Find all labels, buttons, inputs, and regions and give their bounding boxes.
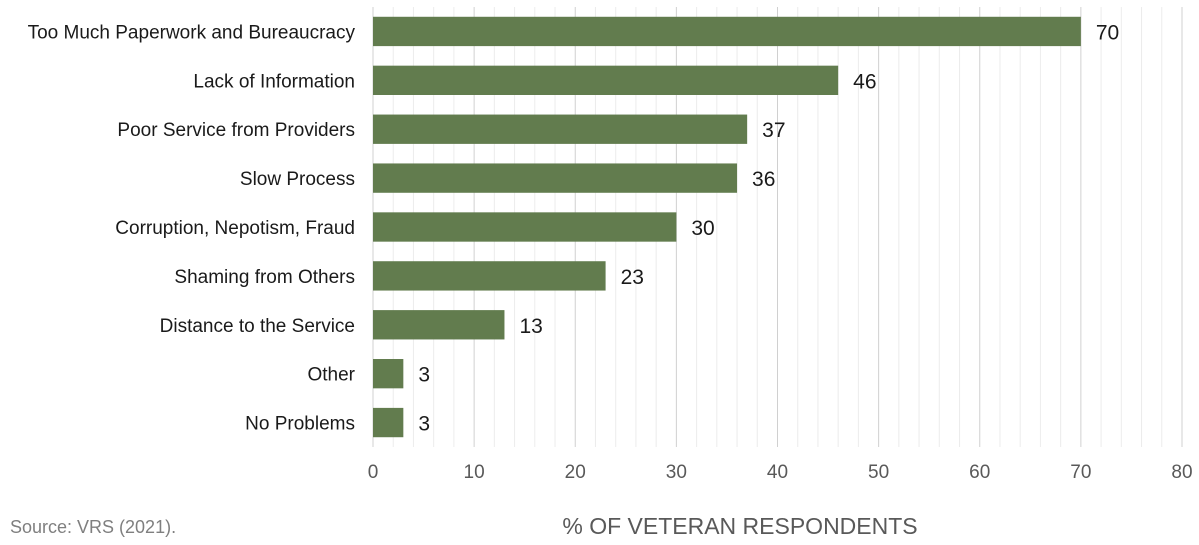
bar	[373, 65, 839, 95]
x-tick-label: 20	[565, 462, 586, 483]
x-axis-title: % OF VETERAN RESPONDENTS	[562, 513, 917, 539]
bar	[373, 359, 404, 389]
x-tick-label: 60	[969, 462, 990, 483]
data-label: 23	[621, 266, 644, 289]
source-note: Source: VRS (2021).	[10, 517, 176, 537]
bar	[373, 407, 404, 438]
data-labels: 70 46 37 36 30 23 13 3 3	[418, 21, 1119, 435]
bar	[373, 16, 1081, 47]
bar	[373, 212, 677, 242]
data-label: 37	[762, 119, 785, 142]
x-tick-label: 40	[767, 462, 788, 483]
x-tick-label: 30	[666, 462, 687, 483]
bar	[373, 163, 738, 193]
category-label: Other	[307, 365, 355, 386]
category-label: Corruption, Nepotism, Fraud	[115, 218, 355, 239]
category-labels: Too Much Paperwork and Bureaucracy Lack o…	[28, 22, 356, 434]
bar	[373, 310, 505, 340]
category-label: No Problems	[245, 414, 355, 435]
data-label: 70	[1096, 21, 1119, 44]
x-tick-label: 50	[868, 462, 889, 483]
x-tick-label: 80	[1171, 462, 1192, 483]
data-label: 36	[752, 168, 775, 191]
category-label: Shaming from Others	[174, 267, 355, 288]
data-label: 3	[418, 413, 430, 436]
x-tick-label: 10	[464, 462, 485, 483]
data-label: 13	[519, 315, 542, 338]
data-label: 46	[853, 70, 876, 93]
x-tick-label: 0	[368, 462, 379, 483]
bar	[373, 261, 606, 291]
category-label: Slow Process	[240, 169, 355, 190]
category-label: Lack of Information	[193, 71, 355, 92]
data-label: 3	[418, 364, 430, 387]
data-label: 30	[691, 217, 714, 240]
bars	[373, 16, 1081, 438]
x-tick-label: 70	[1070, 462, 1091, 483]
category-label: Too Much Paperwork and Bureaucracy	[28, 22, 356, 43]
x-tick-labels: 0 10 20 30 40 50 60 70 80	[368, 462, 1193, 483]
category-label: Distance to the Service	[160, 316, 355, 337]
bar	[373, 114, 748, 144]
category-label: Poor Service from Providers	[117, 120, 355, 141]
